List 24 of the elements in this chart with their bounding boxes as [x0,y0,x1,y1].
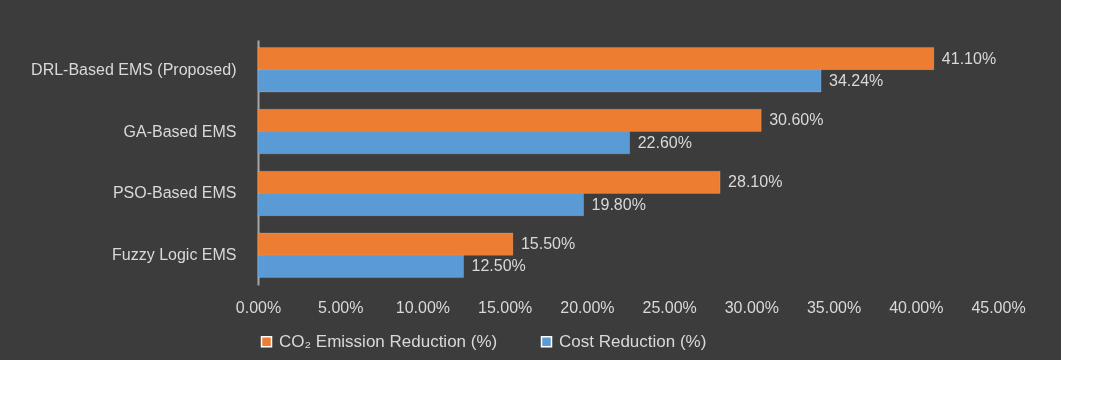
x-tick-label: 0.00% [235,298,282,316]
legend-label: Cost Reduction (%) [559,331,707,351]
data-label: 22.60% [637,133,692,151]
data-label: 41.10% [941,49,997,67]
legend-label: CO₂ Emission Reduction (%) [279,331,498,351]
data-label: 30.60% [769,111,824,129]
x-tick-label: 35.00% [806,298,862,316]
y-tick-label: GA-Based EMS [123,122,237,140]
x-tick-label: 45.00% [971,298,1026,316]
x-tick-label: 5.00% [318,298,364,316]
x-tick-label: 40.00% [889,298,944,316]
x-tick-label: 25.00% [642,298,697,316]
data-label: 34.24% [829,71,884,89]
data-label: 19.80% [591,195,646,213]
y-tick-label: PSO-Based EMS [112,184,237,202]
y-tick-label: Fuzzy Logic EMS [112,246,237,264]
x-tick-label: 10.00% [395,298,451,316]
x-tick-label: 15.00% [478,298,533,316]
y-tick-label: DRL-Based EMS (Proposed) [31,60,237,78]
data-label: 12.50% [471,257,526,275]
data-label: 15.50% [520,235,576,253]
x-tick-label: 30.00% [724,298,779,316]
x-tick-label: 20.00% [560,298,615,316]
data-label: 28.10% [728,173,783,191]
